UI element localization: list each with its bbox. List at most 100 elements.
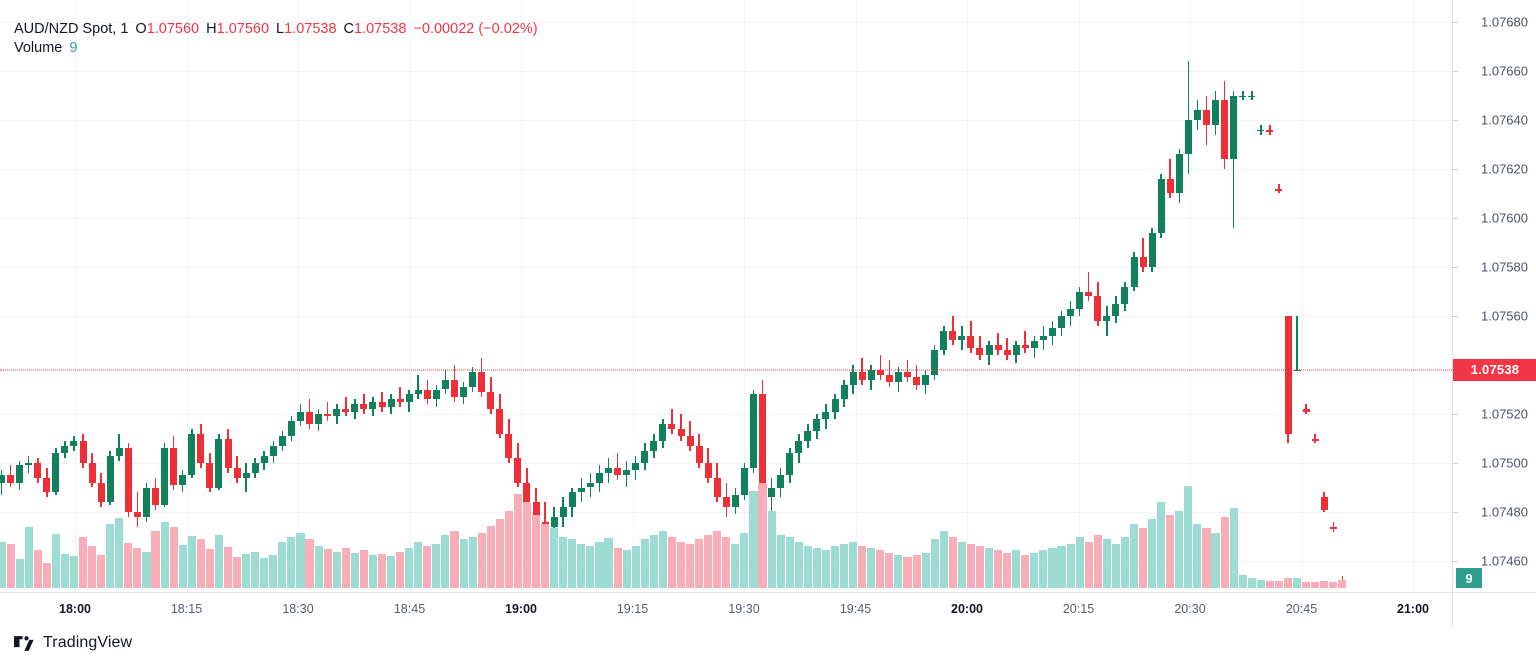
time-tick-label: 20:00 — [951, 602, 983, 616]
time-tick-label: 18:00 — [59, 602, 91, 616]
candle-body — [378, 401, 386, 407]
candle-body — [179, 475, 187, 486]
volume-bar — [396, 551, 405, 588]
time-tick-label: 21:00 — [1397, 602, 1429, 616]
candle-body — [260, 455, 268, 463]
volume-bar — [1129, 523, 1139, 588]
volume-bar — [78, 537, 88, 588]
candle-body — [133, 512, 141, 517]
volume-bar — [24, 527, 33, 588]
volume-bar — [568, 539, 577, 588]
volume-bar — [975, 546, 985, 588]
volume-bar — [287, 537, 296, 588]
candle-body — [1329, 526, 1337, 530]
candle-body — [686, 436, 694, 446]
volume-bar — [405, 548, 414, 588]
time-tick-label: 19:00 — [505, 602, 537, 616]
candle-body — [124, 448, 132, 512]
candle-body — [913, 377, 921, 385]
volume-bar — [495, 519, 504, 588]
candle-body — [1039, 335, 1047, 341]
volume-bar — [631, 546, 640, 588]
volume-bar — [586, 546, 595, 588]
volume-bar — [577, 543, 586, 588]
candle-wick — [1087, 271, 1090, 302]
candle-body — [478, 372, 486, 392]
volume-bar — [0, 541, 6, 588]
candle-body — [894, 372, 902, 383]
time-tick-label: 19:45 — [839, 602, 872, 616]
current-price-badge: 1.07538 — [1453, 358, 1536, 381]
candle-body — [722, 497, 730, 508]
candle-body — [831, 399, 839, 412]
candle-body — [215, 438, 223, 488]
volume-bar — [278, 541, 287, 588]
volume-bar — [794, 541, 803, 588]
time-tick-label: 18:15 — [170, 602, 203, 616]
candle-wick — [1232, 90, 1235, 228]
candle-wick — [245, 463, 247, 493]
volume-bar — [1066, 543, 1075, 588]
time-axis[interactable]: 18:00 18:15 18:30 18:45 19:00 19:15 19:30 19:45… — [0, 592, 1452, 627]
candle-body — [1230, 95, 1238, 160]
candle-body — [414, 389, 422, 395]
candle-wick — [118, 433, 121, 461]
price-tick-label: 1.07500 — [1481, 455, 1528, 471]
volume-bar — [468, 537, 477, 588]
price-tick-mark — [1453, 22, 1458, 23]
candle-body — [1112, 303, 1120, 316]
candle-wick — [879, 355, 882, 380]
candle-body — [70, 440, 78, 446]
candle-body — [324, 414, 332, 417]
volume-bar — [667, 537, 676, 588]
candle-body — [170, 448, 178, 486]
candle-body — [1239, 95, 1247, 98]
price-tick-label: 1.07480 — [1481, 504, 1528, 520]
volume-bar — [178, 544, 187, 588]
candle-body — [315, 414, 323, 424]
volume-bar — [1293, 578, 1302, 588]
volume-bar — [1211, 532, 1220, 588]
volume-bar — [115, 518, 124, 588]
volume-bar — [486, 526, 495, 588]
candle-body — [43, 477, 51, 493]
candle-body — [333, 409, 341, 417]
volume-bar — [1021, 554, 1030, 588]
candle-body — [1048, 328, 1056, 336]
volume-bar — [1057, 546, 1066, 588]
volume-bar — [1238, 574, 1247, 588]
volume-bar — [296, 532, 305, 588]
volume-bar — [504, 510, 513, 588]
tradingview-branding[interactable]: TradingView — [14, 634, 132, 652]
candle-wick — [0, 470, 3, 495]
volume-bar — [1120, 537, 1129, 588]
candle-wick — [1169, 159, 1172, 199]
volume-bar — [984, 548, 994, 588]
volume-badge: 9 — [1456, 568, 1482, 588]
candle-wick — [344, 396, 347, 417]
candle-wick — [680, 414, 682, 441]
candle-wick — [1305, 404, 1307, 414]
candle-body — [269, 445, 277, 456]
volume-bar — [15, 559, 24, 588]
candle-wick — [1187, 61, 1190, 174]
candle-body — [632, 463, 640, 471]
volume-bar — [740, 532, 749, 588]
volume-bar — [323, 549, 332, 588]
candle-body — [804, 431, 812, 441]
candle-body — [1311, 438, 1319, 441]
candle-body — [623, 470, 631, 476]
chart-canvas[interactable] — [0, 0, 1452, 592]
candle-body — [496, 409, 504, 434]
price-tick-label: 1.07660 — [1481, 63, 1528, 79]
candle-body — [152, 487, 160, 505]
candle-body — [695, 445, 703, 463]
candle-body — [822, 411, 830, 419]
volume-bar — [613, 548, 622, 588]
volume-bar — [314, 546, 323, 588]
price-axis[interactable]: 1.07680 1.07660 1.07640 1.07620 1.07600 1.075… — [1452, 0, 1536, 592]
volume-bar — [912, 554, 921, 588]
volume-bar — [1148, 519, 1157, 588]
volume-bar — [876, 550, 885, 588]
candle-body — [577, 487, 585, 493]
